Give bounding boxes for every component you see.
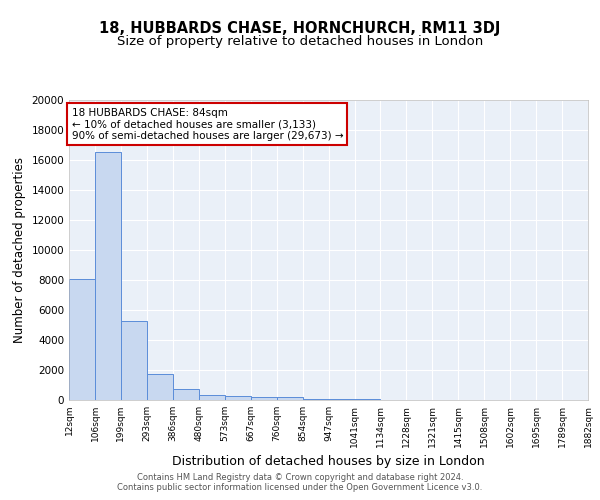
Text: Size of property relative to detached houses in London: Size of property relative to detached ho… bbox=[117, 35, 483, 48]
Bar bbox=[147, 374, 173, 400]
Bar bbox=[69, 278, 95, 400]
Bar bbox=[95, 152, 121, 400]
Text: 18, HUBBARDS CHASE, HORNCHURCH, RM11 3DJ: 18, HUBBARDS CHASE, HORNCHURCH, RM11 3DJ bbox=[100, 21, 500, 36]
X-axis label: Distribution of detached houses by size in London: Distribution of detached houses by size … bbox=[172, 456, 485, 468]
Text: Contains HM Land Registry data © Crown copyright and database right 2024.
Contai: Contains HM Land Registry data © Crown c… bbox=[118, 473, 482, 492]
Bar bbox=[199, 395, 224, 400]
Bar bbox=[251, 397, 277, 400]
Bar bbox=[277, 398, 302, 400]
Bar bbox=[173, 389, 199, 400]
Text: 18 HUBBARDS CHASE: 84sqm
← 10% of detached houses are smaller (3,133)
90% of sem: 18 HUBBARDS CHASE: 84sqm ← 10% of detach… bbox=[71, 108, 343, 140]
Bar bbox=[329, 399, 355, 400]
Bar bbox=[224, 396, 251, 400]
Bar bbox=[121, 320, 147, 400]
Y-axis label: Number of detached properties: Number of detached properties bbox=[13, 157, 26, 343]
Bar bbox=[302, 398, 329, 400]
